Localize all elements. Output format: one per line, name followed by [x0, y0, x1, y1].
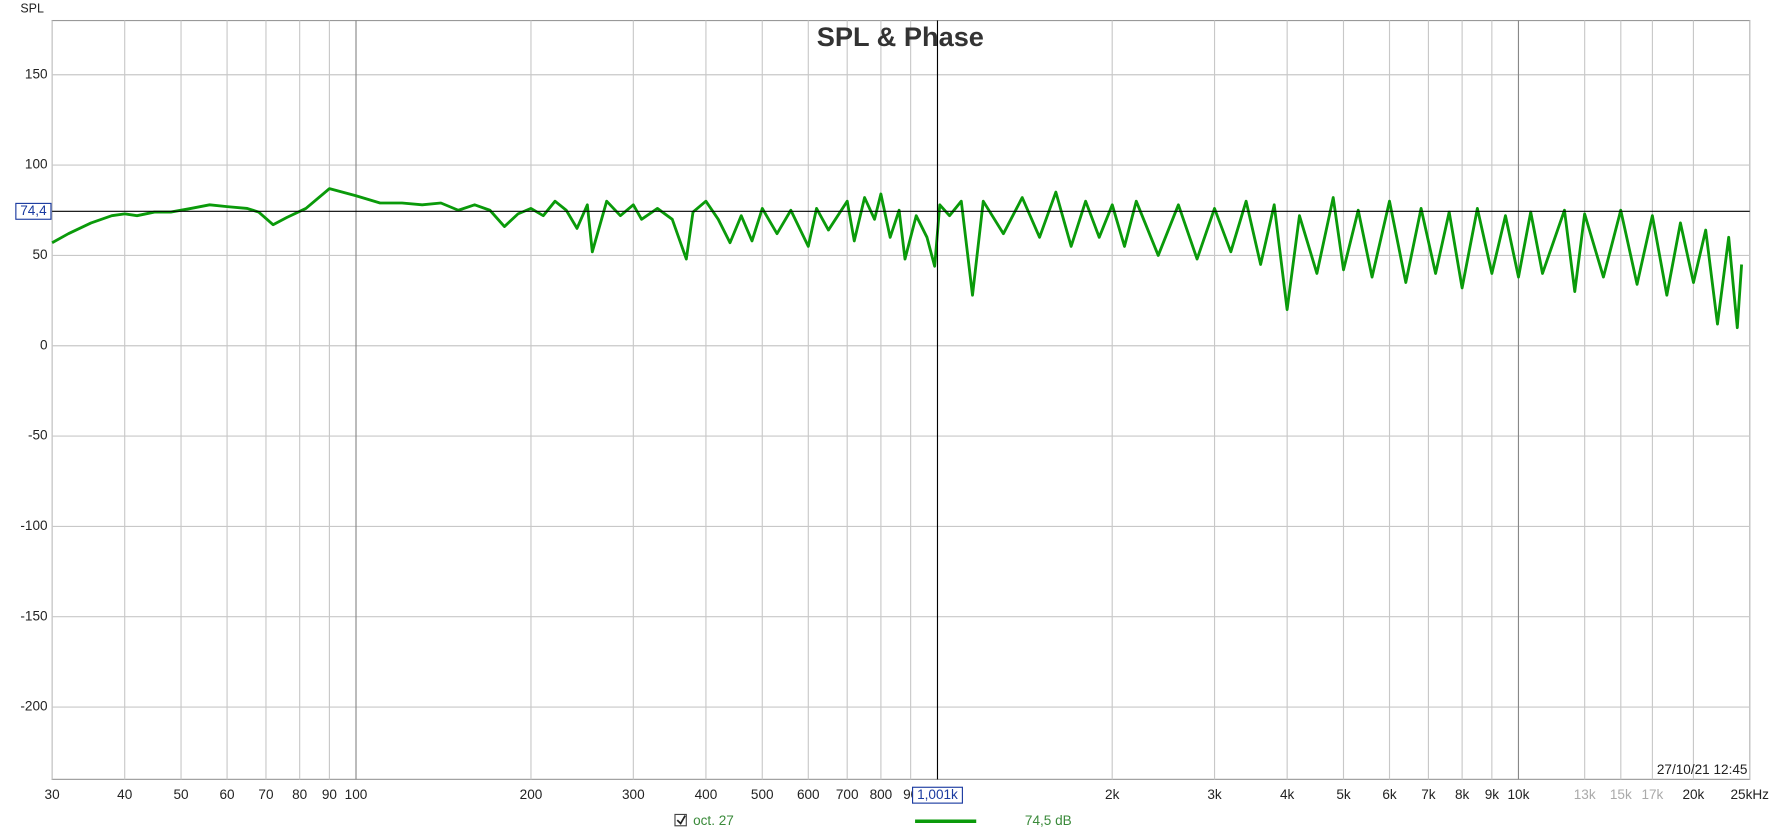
x-tick-label: 9k [1485, 787, 1500, 802]
x-tick-label: 800 [870, 787, 893, 802]
y-tick-label: -100 [20, 518, 48, 533]
grid [51, 20, 1751, 780]
x-tick-label: 100 [345, 787, 368, 802]
y-tick-label: 50 [32, 247, 48, 262]
x-tick-label: 50 [173, 787, 189, 802]
x-tick-label: 40 [117, 787, 133, 802]
x-tick-label: 8k [1455, 787, 1470, 802]
x-tick-label: 17k [1641, 787, 1663, 802]
x-tick-label: 6k [1382, 787, 1397, 802]
x-tick-label: 80 [292, 787, 308, 802]
x-tick-label: 300 [622, 787, 645, 802]
cursor-y-box [15, 202, 52, 220]
x-tick-label: 15k [1610, 787, 1632, 802]
legend-name: oct. 27 [693, 813, 734, 828]
cursor-y-label: 74,4 [20, 203, 47, 218]
checkbox-tick [676, 815, 686, 825]
legend-value: 74,5 dB [1025, 813, 1072, 828]
x-tick-label: 90 [322, 787, 338, 802]
y-tick-label: -150 [20, 608, 48, 623]
y-tick-label: -200 [20, 699, 48, 714]
x-tick-label: 10k [1508, 787, 1530, 802]
x-tick-label: 2k [1105, 787, 1120, 802]
timestamp: 27/10/21 12:45 [1657, 762, 1748, 777]
x-tick-label: 20k [1682, 787, 1704, 802]
cursor-x-label: 1,001k [917, 787, 958, 802]
y-tick-label: 150 [25, 66, 48, 81]
x-tick-label: 5k [1336, 787, 1351, 802]
legend-checkbox[interactable] [674, 813, 687, 827]
x-tick-label: 4k [1280, 787, 1295, 802]
y-tick-label: 0 [40, 337, 48, 352]
x-tick-label: 3k [1207, 787, 1222, 802]
x-tick-label: 400 [695, 787, 718, 802]
x-tick-label: 70 [258, 787, 274, 802]
x-tick-label: 60 [220, 787, 236, 802]
y-tick-label: 100 [25, 157, 48, 172]
x-tick-label: 200 [520, 787, 543, 802]
x-tick-label: 700 [836, 787, 859, 802]
x-tick-label: 600 [797, 787, 820, 802]
chart-title: SPL & Phase [817, 21, 984, 52]
x-tick-label: 13k [1574, 787, 1596, 802]
x-tick-label: 30 [45, 787, 61, 802]
y-tick-label: -50 [28, 428, 48, 443]
x-tick-label: 500 [751, 787, 774, 802]
x-tick-label: 7k [1421, 787, 1436, 802]
x-tick-label: 25kHz [1730, 787, 1769, 802]
cursor-x-box [912, 786, 963, 804]
y-axis-label: SPL [20, 2, 44, 16]
plot-area [51, 19, 1751, 780]
spl-line [51, 187, 1744, 330]
marks [51, 187, 1744, 330]
